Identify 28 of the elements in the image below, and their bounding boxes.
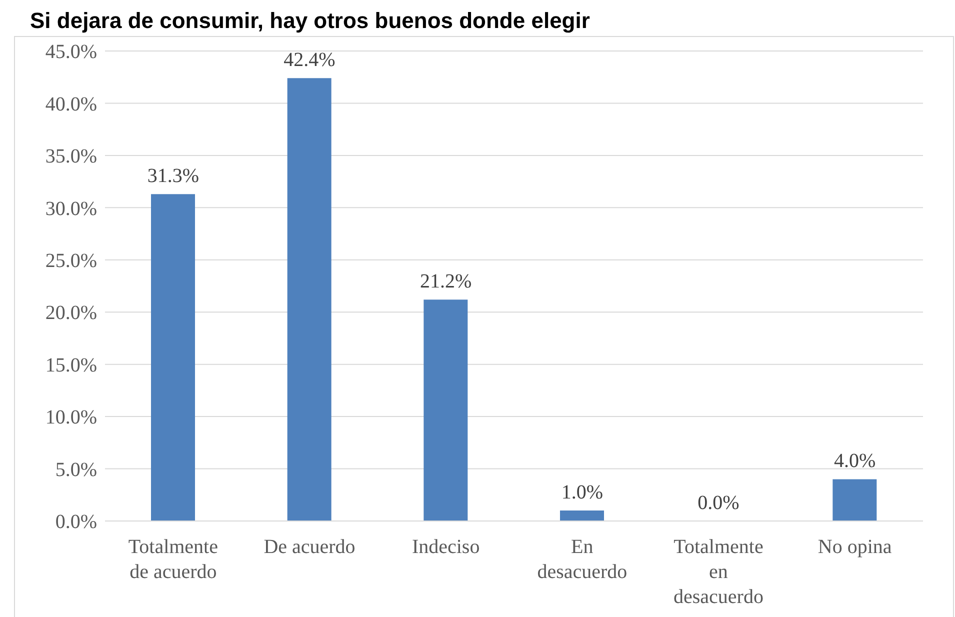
y-tick-label: 10.0% — [45, 406, 97, 429]
y-tick-label: 25.0% — [45, 250, 97, 272]
y-tick-label: 30.0% — [45, 198, 97, 220]
data-label: 42.4% — [284, 49, 336, 72]
y-tick-label: 5.0% — [55, 458, 97, 481]
y-tick-label: 15.0% — [45, 354, 97, 376]
y-tick-label: 0.0% — [55, 511, 97, 534]
x-tick-label: Totalmente en desacuerdo — [674, 536, 764, 608]
data-label: 1.0% — [561, 482, 604, 504]
bar — [832, 479, 877, 521]
x-tick-label: De acuerdo — [264, 536, 356, 558]
x-tick-label: Totalmente de acuerdo — [128, 536, 218, 583]
bar — [151, 194, 195, 521]
bar — [287, 78, 332, 521]
x-tick-label: No opina — [818, 536, 892, 558]
y-tick-label: 40.0% — [45, 93, 97, 116]
x-tick-label: Indeciso — [412, 536, 480, 558]
data-label: 21.2% — [420, 270, 472, 293]
chart-title: Si dejara de consumir, hay otros buenos donde elegir — [30, 8, 590, 34]
y-tick-label: 20.0% — [45, 302, 97, 324]
bar — [560, 510, 604, 521]
bar — [424, 300, 468, 521]
data-label: 0.0% — [698, 492, 740, 514]
y-tick-label: 35.0% — [45, 146, 97, 168]
x-tick-label: En desacuerdo — [537, 536, 628, 583]
data-label: 4.0% — [834, 450, 876, 472]
data-label: 31.3% — [147, 165, 200, 188]
y-tick-label: 45.0% — [45, 41, 97, 64]
